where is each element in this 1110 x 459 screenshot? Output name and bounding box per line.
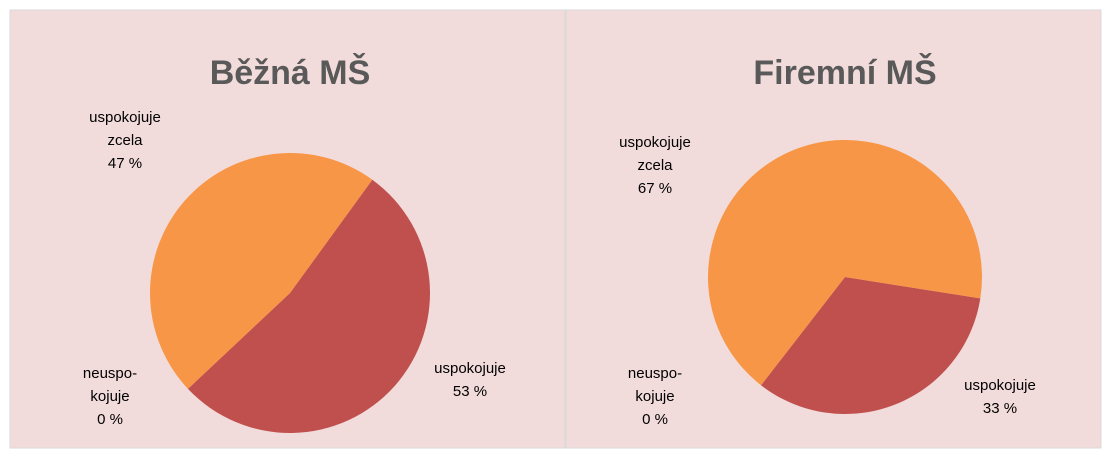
category-label: uspokojuje xyxy=(434,360,506,377)
category-label: neuspo-kojuje xyxy=(83,365,137,405)
pie-slice xyxy=(707,140,982,386)
pie-slice xyxy=(761,277,981,414)
value-label: 53 % xyxy=(453,383,487,400)
category-label: uspokojuje zcela xyxy=(619,134,691,174)
value-label: 0 % xyxy=(642,411,668,428)
chart-title: Firemní MŠ xyxy=(753,53,936,92)
value-label: 47 % xyxy=(108,155,142,172)
pie-slice xyxy=(187,179,430,433)
chart-title: Běžná MŠ xyxy=(210,53,371,92)
category-label: neuspo-kojuje xyxy=(628,365,682,405)
value-label: 33 % xyxy=(983,400,1017,417)
value-label: 67 % xyxy=(638,180,672,197)
pie-slice xyxy=(149,152,373,389)
category-label: uspokojuje zcela xyxy=(89,109,161,149)
category-label: uspokojuje xyxy=(964,377,1036,394)
value-label: 0 % xyxy=(97,411,123,428)
